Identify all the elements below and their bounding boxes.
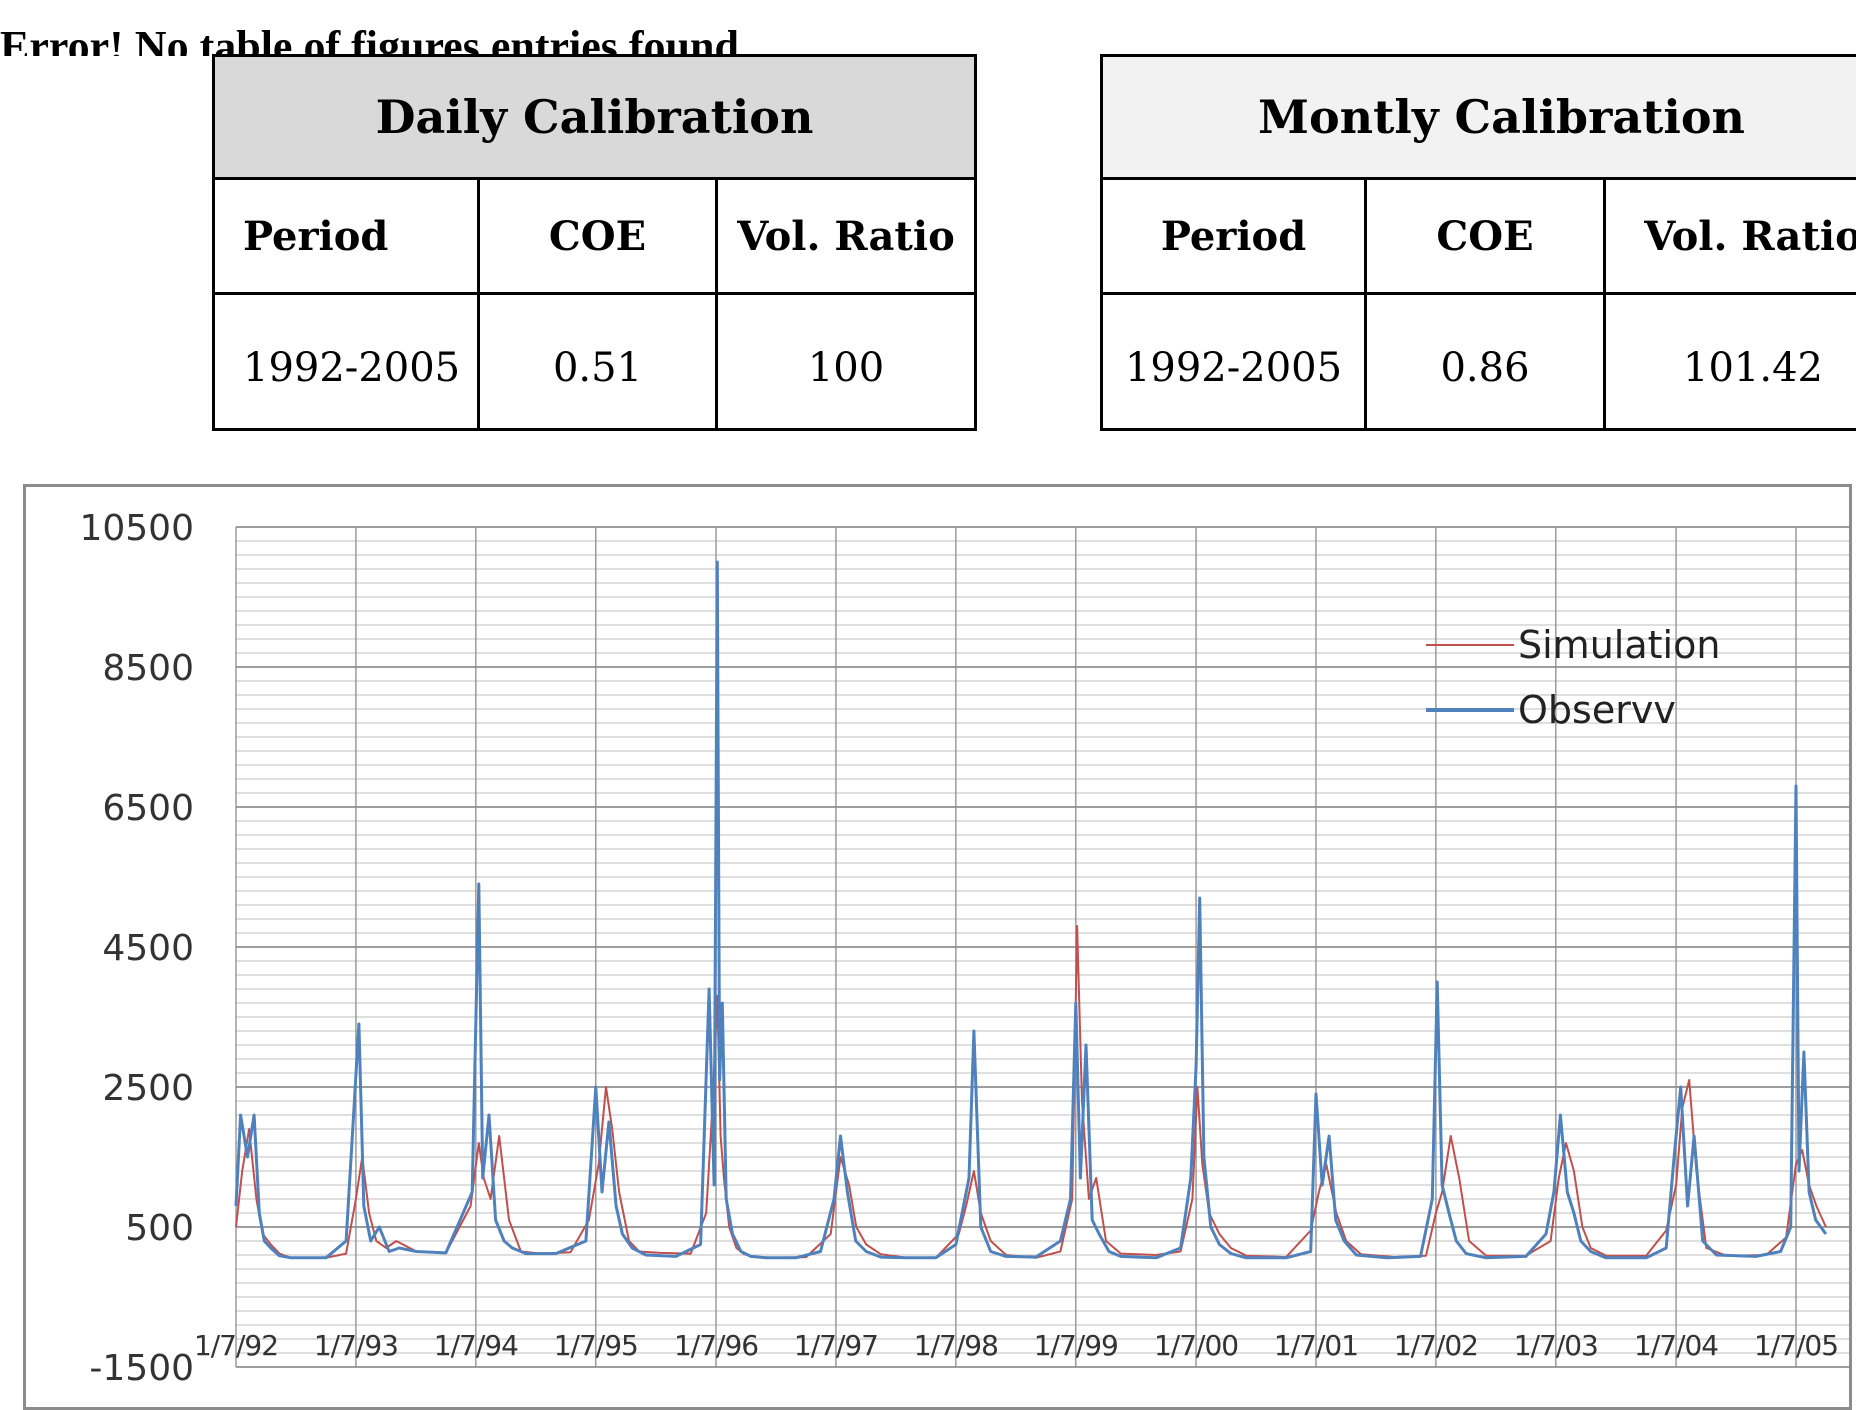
monthly-header-coe: COE [1366, 179, 1605, 294]
monthly-calibration-table: Montly Calibration Period COE Vol. Ratio… [1100, 54, 1856, 431]
monthly-table-title: Montly Calibration [1102, 56, 1856, 179]
error-caption-clip: Error! No table of figures entries found… [0, 0, 1856, 56]
x-tick-label: 1/7/93 [314, 1329, 398, 1362]
legend-label: Observv [1518, 688, 1676, 732]
daily-header-coe: COE [479, 179, 717, 294]
x-tick-label: 1/7/05 [1754, 1329, 1838, 1362]
x-tick-label: 1/7/92 [194, 1329, 278, 1362]
monthly-header-period: Period [1102, 179, 1366, 294]
x-tick-label: 1/7/00 [1154, 1329, 1238, 1362]
x-tick-label: 1/7/98 [914, 1329, 998, 1362]
x-tick-label: 1/7/02 [1394, 1329, 1478, 1362]
daily-value-period: 1992-2005 [214, 294, 479, 430]
monthly-value-coe: 0.86 [1366, 294, 1605, 430]
daily-value-coe: 0.51 [479, 294, 717, 430]
y-tick-label: 8500 [102, 648, 194, 689]
error-caption: Error! No table of figures entries found… [0, 22, 750, 56]
x-tick-label: 1/7/99 [1034, 1329, 1118, 1362]
y-tick-label: 4500 [102, 928, 194, 969]
y-tick-label: 6500 [102, 788, 194, 829]
legend-label: Simulation [1518, 623, 1720, 667]
daily-header-period: Period [214, 179, 479, 294]
y-tick-label: 2500 [102, 1068, 194, 1109]
x-tick-label: 1/7/95 [554, 1329, 638, 1362]
x-tick-label: 1/7/03 [1514, 1329, 1598, 1362]
daily-calibration-table: Daily Calibration Period COE Vol. Ratio … [212, 54, 977, 431]
x-tick-label: 1/7/96 [674, 1329, 758, 1362]
monthly-value-period: 1992-2005 [1102, 294, 1366, 430]
daily-value-vol-ratio: 100 [717, 294, 976, 430]
y-tick-label: -1500 [89, 1348, 194, 1389]
x-tick-label: 1/7/01 [1274, 1329, 1358, 1362]
monthly-value-vol-ratio: 101.42 [1605, 294, 1856, 430]
x-tick-label: 1/7/04 [1634, 1329, 1718, 1362]
y-tick-label: 10500 [79, 508, 194, 549]
monthly-header-vol-ratio: Vol. Ratio [1605, 179, 1856, 294]
daily-table-title: Daily Calibration [214, 56, 976, 179]
x-tick-label: 1/7/97 [794, 1329, 878, 1362]
y-tick-label: 500 [125, 1208, 194, 1249]
daily-header-vol-ratio: Vol. Ratio [717, 179, 976, 294]
x-tick-label: 1/7/94 [434, 1329, 518, 1362]
